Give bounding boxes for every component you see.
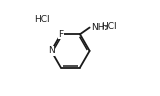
Text: F: F <box>58 30 63 39</box>
Text: HCl: HCl <box>34 15 49 24</box>
Text: HCl: HCl <box>101 22 117 31</box>
Text: N: N <box>48 46 55 55</box>
Text: NH₂: NH₂ <box>91 23 108 32</box>
